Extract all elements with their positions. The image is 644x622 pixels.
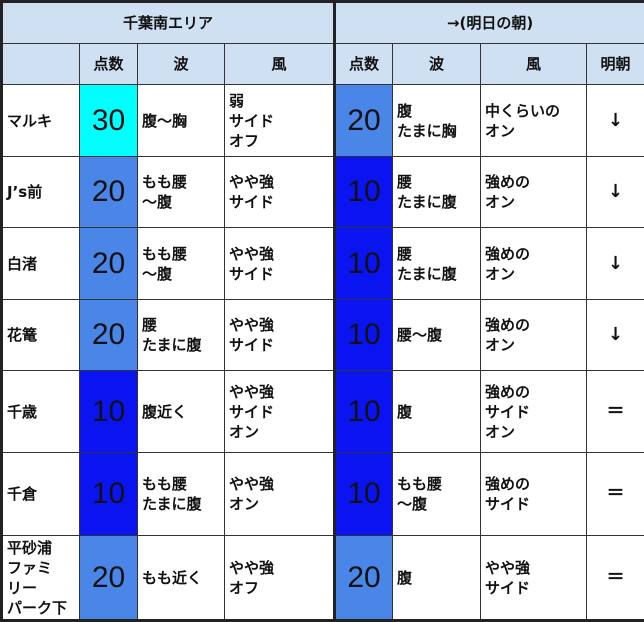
tomorrow-wind-cell: 強めの サイド	[481, 453, 587, 536]
spot-name: マルキ	[2, 85, 80, 157]
tomorrow-wave-cell: もも腰 ～腹	[393, 453, 481, 536]
wave-cell: 腰 たまに腹	[138, 300, 225, 371]
trend-col-header: 明朝	[587, 44, 644, 85]
tomorrow-score-cell: 10	[335, 371, 393, 453]
score-cell: 20	[80, 300, 138, 371]
wave-cell: 腹近く	[138, 371, 225, 453]
tomorrow-score-cell: 20	[335, 536, 393, 621]
score-cell: 20	[80, 536, 138, 621]
wind-cell: やや強 オフ	[225, 536, 335, 621]
spot-name: 花篭	[2, 300, 80, 371]
tomorrow-wind-cell: 強めの オン	[481, 157, 587, 228]
tomorrow-wind-cell: 強めの オン	[481, 300, 587, 371]
wind-cell: やや強 オン	[225, 453, 335, 536]
area-header: 千葉南エリア	[2, 2, 335, 44]
trend-cell: ↓	[587, 300, 644, 371]
tomorrow-score-cell: 10	[335, 300, 393, 371]
trend-cell: ↓	[587, 85, 644, 157]
trend-cell: ＝	[587, 536, 644, 621]
score-cell: 20	[80, 228, 138, 300]
name-col-header	[2, 44, 80, 85]
score-cell: 20	[80, 157, 138, 228]
tomorrow-wind-cell: やや強 サイド	[481, 536, 587, 621]
wave-col-header: 波	[138, 44, 225, 85]
trend-cell: ↓	[587, 157, 644, 228]
wave-cell: もも腰 ～腹	[138, 157, 225, 228]
wind-cell: やや強 サイド オン	[225, 371, 335, 453]
tomorrow-wave-cell: 腰 たまに腹	[393, 157, 481, 228]
tomorrow-wind-cell: 強めの オン	[481, 228, 587, 300]
tomorrow-wave-cell: 腰 たまに腹	[393, 228, 481, 300]
tomorrow-wave-cell: 腰～腹	[393, 300, 481, 371]
tomorrow-wave-cell: 腹	[393, 536, 481, 621]
score2-col-header: 点数	[335, 44, 393, 85]
wave-cell: もも近く	[138, 536, 225, 621]
trend-cell: ↓	[587, 228, 644, 300]
tomorrow-wave-cell: 腹 たまに胸	[393, 85, 481, 157]
score-cell: 10	[80, 371, 138, 453]
wind-cell: やや強 サイド	[225, 228, 335, 300]
tomorrow-score-cell: 10	[335, 157, 393, 228]
wind-cell: やや強 サイド	[225, 300, 335, 371]
wave-cell: 腹～胸	[138, 85, 225, 157]
score-col-header: 点数	[80, 44, 138, 85]
tomorrow-wave-cell: 腹	[393, 371, 481, 453]
tomorrow-wind-cell: 強めの サイド オン	[481, 371, 587, 453]
wind-cell: やや強 サイド	[225, 157, 335, 228]
spot-name: 千歳	[2, 371, 80, 453]
spot-name: J’s前	[2, 157, 80, 228]
spot-name: 平砂浦 ファミ リー パーク下	[2, 536, 80, 621]
tomorrow-score-cell: 10	[335, 228, 393, 300]
wind2-col-header: 風	[481, 44, 587, 85]
score-cell: 10	[80, 453, 138, 536]
wave-cell: もも腰 たまに腹	[138, 453, 225, 536]
tomorrow-score-cell: 10	[335, 453, 393, 536]
trend-cell: ＝	[587, 371, 644, 453]
spot-name: 白渚	[2, 228, 80, 300]
tomorrow-score-cell: 20	[335, 85, 393, 157]
wind-cell: 弱 サイド オフ	[225, 85, 335, 157]
tomorrow-header: →(明日の朝)	[335, 2, 644, 44]
spot-name: 千倉	[2, 453, 80, 536]
wave-cell: もも腰 ～腹	[138, 228, 225, 300]
tomorrow-wind-cell: 中くらいの オン	[481, 85, 587, 157]
score-cell: 30	[80, 85, 138, 157]
wave2-col-header: 波	[393, 44, 481, 85]
wind-col-header: 風	[225, 44, 335, 85]
trend-cell: ＝	[587, 453, 644, 536]
